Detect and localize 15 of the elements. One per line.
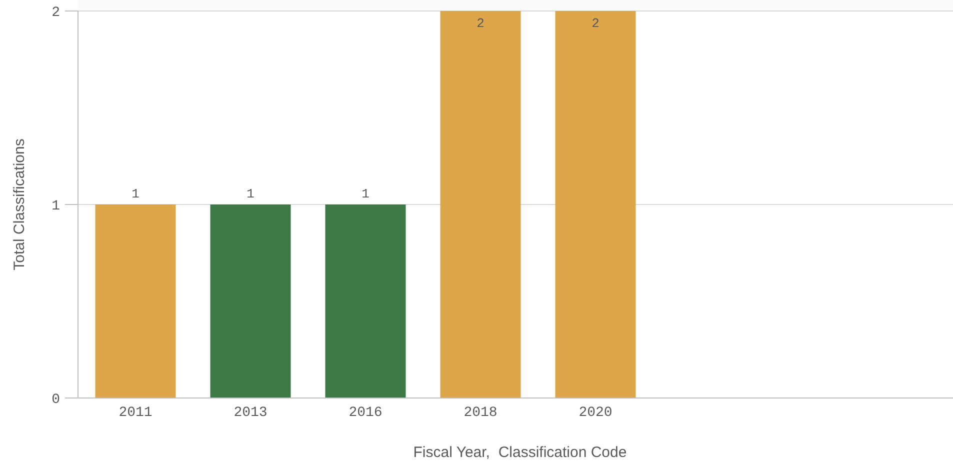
x-tick-label: 2018 xyxy=(464,405,498,421)
x-tick-label: 2011 xyxy=(118,405,152,421)
y-tick-label: 1 xyxy=(52,198,60,214)
data-label: 1 xyxy=(132,186,140,202)
y-tick-label: 0 xyxy=(52,392,60,408)
x-tick-label: 2013 xyxy=(234,405,268,421)
data-label: 1 xyxy=(362,186,370,202)
y-tick-label: 2 xyxy=(52,4,60,21)
data-label: 2 xyxy=(592,16,600,31)
data-label: 1 xyxy=(246,186,255,202)
y-axis-title: Total Classifications xyxy=(11,138,28,270)
x-tick-label: 2020 xyxy=(578,405,612,421)
x-tick-label: 2016 xyxy=(348,405,382,421)
data-label: 2 xyxy=(476,16,484,31)
x-axis-title: Fiscal Year, Classification Code xyxy=(413,444,627,461)
